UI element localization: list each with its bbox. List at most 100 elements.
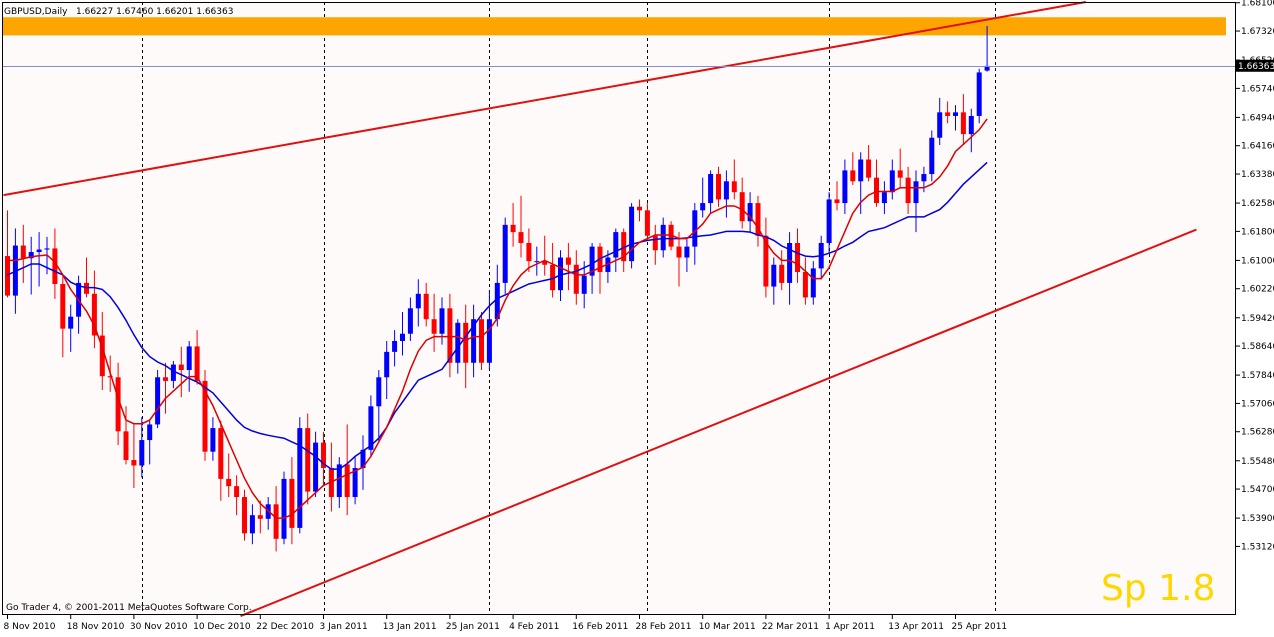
candle-body	[968, 115, 974, 135]
candle-body	[344, 464, 350, 498]
candle-body	[723, 181, 729, 200]
candle	[771, 257, 777, 305]
price-tick-label: 1.61000	[1241, 256, 1274, 266]
symbol-label: GBPUSD,Daily	[4, 7, 68, 17]
candle	[834, 181, 840, 211]
plot-area	[2, 2, 1236, 615]
candle	[866, 144, 872, 182]
candle-body	[360, 449, 366, 469]
time-tick-label: 22 Dec 2010	[256, 622, 314, 632]
time-tick-label: 8 Nov 2010	[4, 622, 56, 632]
chart-frame	[2, 2, 1236, 615]
candle-body	[289, 478, 295, 528]
candle-body	[700, 203, 706, 211]
candle-body	[613, 232, 619, 258]
candle	[534, 246, 540, 276]
candle-body	[660, 224, 666, 251]
candle	[660, 217, 666, 258]
candle	[52, 228, 58, 299]
candle	[897, 148, 903, 189]
candle-body	[755, 203, 761, 236]
candle	[573, 250, 579, 305]
candle-body	[897, 170, 903, 178]
candle	[502, 217, 508, 294]
candle	[257, 500, 263, 534]
time-tick-label: 10 Mar 2011	[699, 622, 756, 632]
candle-body	[186, 346, 192, 371]
candle	[297, 417, 303, 534]
candle-body	[802, 272, 808, 298]
candle-body	[976, 72, 982, 116]
candle	[723, 170, 729, 218]
candle	[242, 489, 247, 541]
channel-lower-line[interactable]	[240, 228, 1197, 618]
candle	[716, 166, 721, 207]
candle	[423, 282, 429, 327]
candle-body	[842, 170, 848, 204]
candle-body	[826, 199, 832, 243]
candle-body	[494, 282, 500, 320]
candle-body	[881, 192, 887, 204]
candle-body	[155, 377, 161, 425]
candle-body	[747, 203, 753, 222]
time-tick-label: 25 Apr 2011	[952, 622, 1008, 632]
candle	[929, 130, 935, 182]
candle-body	[779, 264, 785, 283]
current-price-tag	[1236, 59, 1274, 72]
candle-body	[731, 181, 737, 193]
candle-body	[234, 486, 240, 498]
candle	[384, 340, 390, 400]
candle-body	[479, 319, 484, 363]
candle	[218, 420, 224, 501]
candle	[889, 159, 895, 200]
candle	[826, 192, 832, 254]
candle	[463, 304, 469, 389]
candle-body	[960, 112, 966, 135]
candle-body	[692, 210, 698, 247]
candle-body	[953, 112, 958, 116]
price-tick-label: 1.58640	[1241, 342, 1274, 352]
price-axis[interactable]: 1.681001.673201.665201.657401.649401.641…	[1236, 0, 1274, 552]
candle	[336, 457, 342, 508]
time-axis[interactable]: 8 Nov 2010 18 Nov 2010 30 Nov 2010 10 Dec 2…	[4, 615, 1008, 632]
ma-slow-line	[7, 161, 988, 470]
candle-body	[676, 246, 682, 258]
candle	[913, 170, 919, 233]
candle	[621, 228, 627, 273]
price-tick-label: 1.68100	[1241, 0, 1274, 9]
candle	[376, 370, 382, 443]
candle-body	[210, 428, 216, 452]
candle	[494, 264, 500, 327]
candle-body	[163, 377, 168, 381]
candle	[60, 275, 66, 358]
time-tick-label: 18 Nov 2010	[67, 622, 125, 632]
candle	[874, 159, 879, 207]
channel-upper-line[interactable]	[3, 1, 1087, 197]
candle-body	[297, 428, 303, 528]
candle	[802, 257, 808, 305]
candle-body	[28, 252, 34, 259]
candle	[518, 195, 524, 258]
candle	[787, 232, 793, 305]
candle-body	[400, 333, 405, 341]
time-tick-label: 25 Jan 2011	[446, 622, 500, 632]
resistance-zone[interactable]	[2, 17, 1226, 36]
candle	[842, 159, 848, 214]
price-tick-label: 1.53120	[1241, 542, 1274, 552]
candle	[68, 304, 74, 352]
candle	[692, 203, 698, 265]
candle-body	[131, 460, 137, 466]
candle	[368, 395, 374, 458]
candle-body	[739, 192, 745, 222]
candle	[431, 293, 437, 352]
candle-body	[534, 261, 540, 263]
candle	[249, 504, 255, 545]
candle-body	[905, 177, 911, 204]
current-price-label: 1.66363	[1238, 62, 1274, 72]
candle-body	[913, 181, 919, 204]
candle	[210, 417, 216, 461]
candle-body	[384, 351, 390, 378]
candle-body	[5, 256, 10, 296]
